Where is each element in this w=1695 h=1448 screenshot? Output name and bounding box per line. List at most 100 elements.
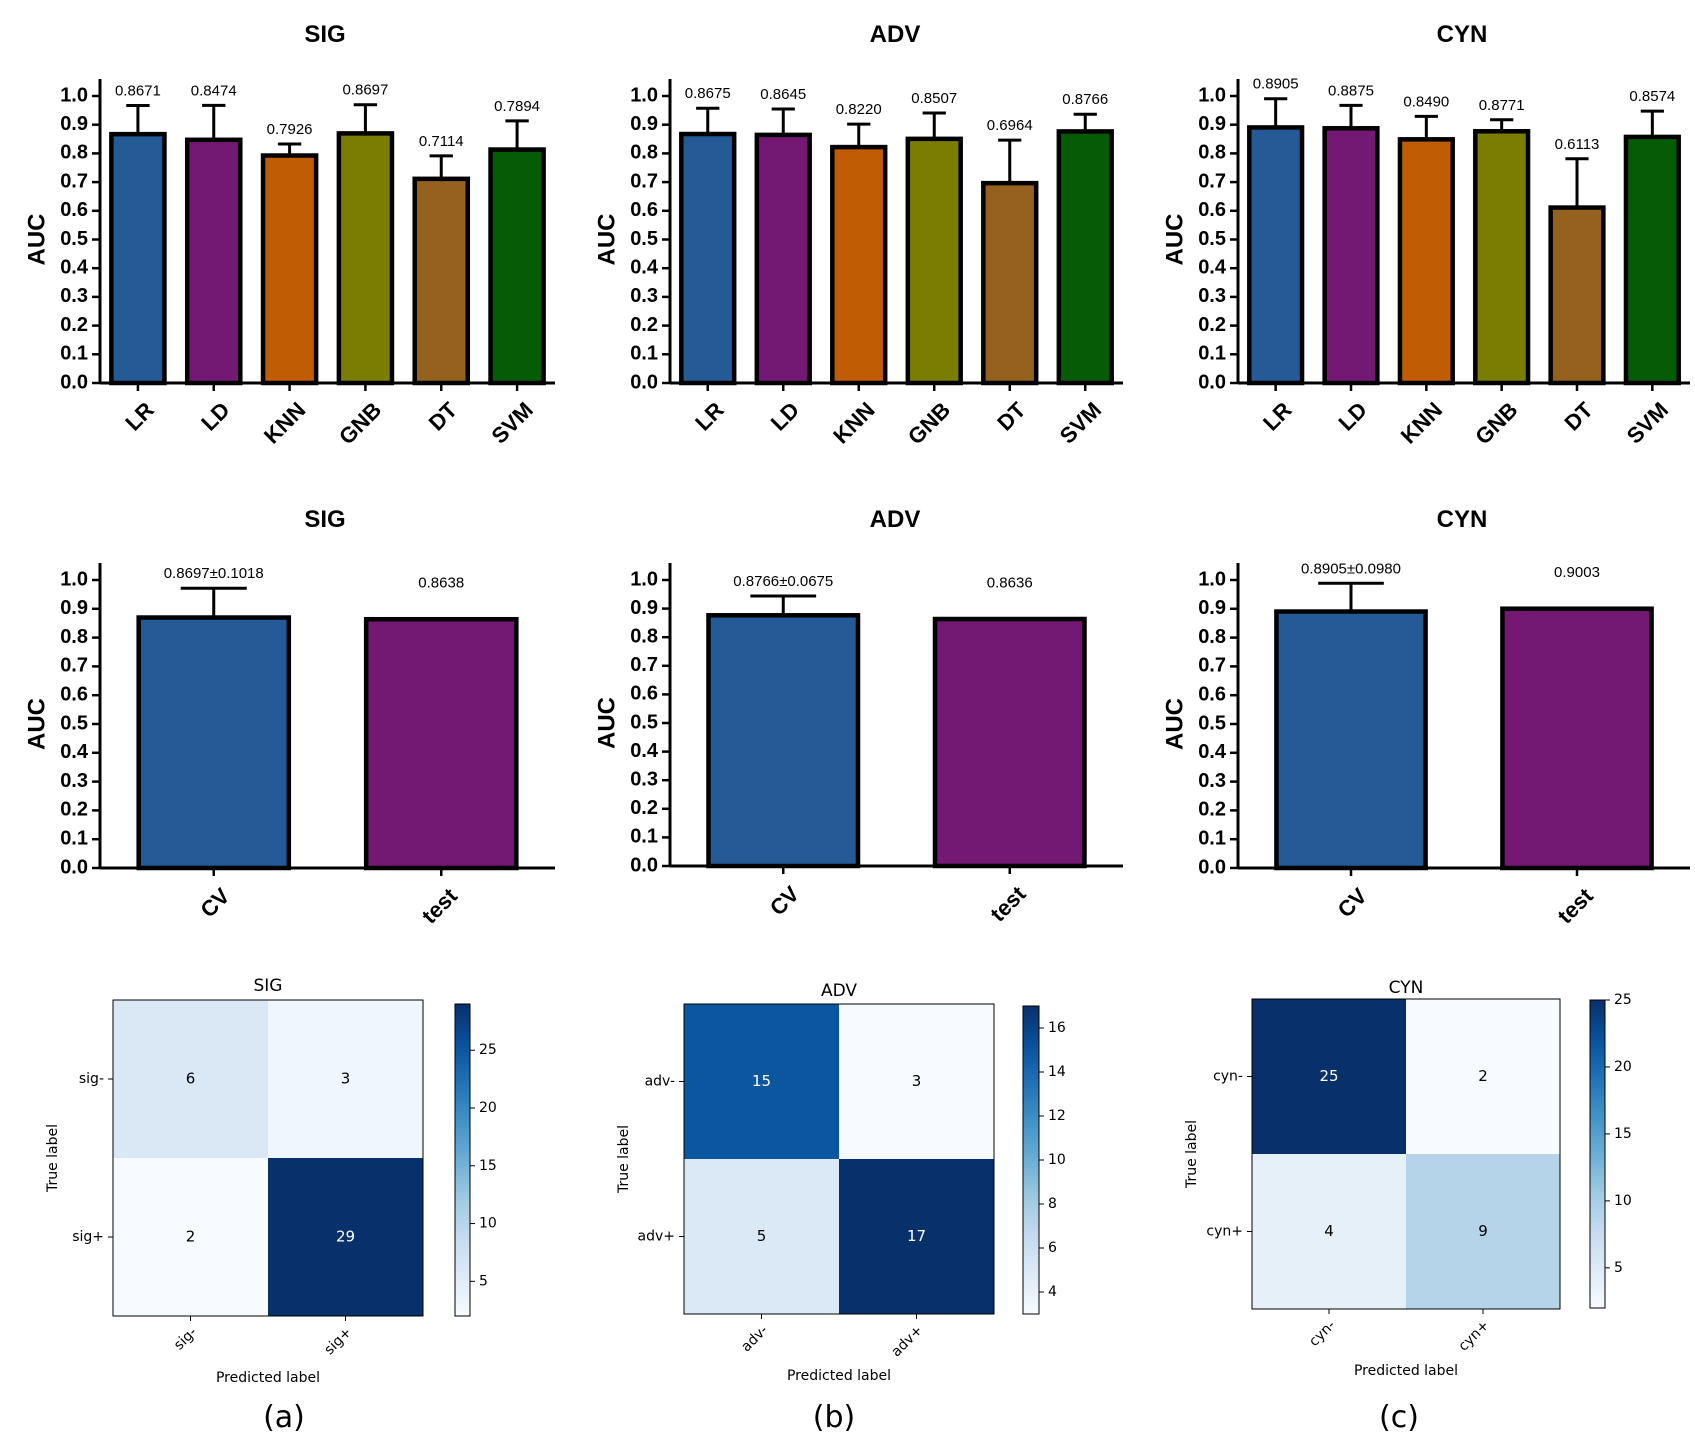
y-tick-label: 1.0 — [1198, 84, 1226, 106]
y-tick-label: 0.9 — [60, 597, 88, 619]
y-tick-label: 0.7 — [1198, 655, 1226, 677]
x-axis-label: Predicted label — [216, 1370, 320, 1386]
y-tick-label: 0.6 — [60, 199, 88, 221]
x-tick-label-KNN: KNN — [828, 397, 879, 448]
y-tick-label: 0.5 — [60, 712, 88, 734]
y-tick-label: 0.0 — [60, 856, 88, 878]
colorbar — [454, 1003, 471, 1317]
y-tick-label: 0.9 — [1198, 113, 1226, 135]
y-axis-label: AUC — [23, 214, 50, 266]
matrix-cell — [1406, 999, 1560, 1154]
bar-LR — [109, 131, 167, 386]
matrix-cell-value: 29 — [336, 1228, 355, 1246]
bar-KNN — [830, 144, 888, 386]
y-tick-label: 1.0 — [60, 568, 88, 590]
bar-chart-cvtest-cyn: CYN AUC 0.0 0.1 0.2 0.3 0.4 0.5 0.6 0.7 0.8 0.9 1.0 0… — [1161, 506, 1690, 929]
row-tick-label: adv+ — [638, 1229, 675, 1245]
chart-title: CYN — [1437, 21, 1488, 48]
matrix-cell-value: 17 — [907, 1227, 926, 1245]
y-tick-label: 0.0 — [1198, 371, 1226, 393]
x-tick-label-CV: CV — [1333, 883, 1373, 923]
data-label-DT: 0.7114 — [419, 133, 464, 150]
x-tick-label-SVM: SVM — [1055, 397, 1106, 448]
matrix-cell — [1406, 1154, 1560, 1309]
x-tick-label-KNN: KNN — [1396, 397, 1447, 448]
y-tick-label: 0.3 — [1198, 770, 1226, 792]
y-tick-label: 0.3 — [60, 770, 88, 792]
x-tick-label-SVM: SVM — [487, 397, 538, 448]
data-label-LR: 0.8671 — [115, 82, 161, 99]
colorbar — [1022, 1005, 1040, 1315]
colorbar-tick-label: 15 — [479, 1158, 497, 1174]
y-tick-label: 1.0 — [1198, 568, 1226, 590]
x-tick-label-test: test — [1553, 883, 1599, 929]
x-tick-label-CV: CV — [195, 883, 235, 923]
matrix-frame — [112, 999, 424, 1317]
x-tick-label-GNB: GNB — [1470, 397, 1522, 449]
bar-SVM — [1623, 134, 1681, 386]
y-tick-label: 0.4 — [630, 740, 659, 762]
y-tick-label: 0.4 — [1198, 741, 1227, 763]
bar-KNN — [1397, 137, 1455, 386]
col-tick-label: adv- — [738, 1322, 771, 1355]
y-tick-label: 0.2 — [60, 799, 88, 821]
y-tick-label: 0.3 — [60, 285, 88, 307]
col-tick-label: cyn- — [1306, 1317, 1338, 1349]
data-label-DT: 0.6964 — [987, 117, 1033, 134]
data-label-CV: 0.8766±0.0675 — [733, 573, 833, 590]
y-axis-label: True label — [616, 1125, 632, 1194]
data-label-SVM: 0.7894 — [494, 98, 540, 115]
x-tick-label-DT: DT — [424, 397, 463, 436]
y-tick-label: 0.6 — [630, 683, 658, 705]
data-label-KNN: 0.8490 — [1403, 93, 1449, 110]
y-tick-label: 0.6 — [1198, 199, 1226, 221]
y-tick-label: 0.0 — [60, 371, 88, 393]
y-tick-label: 0.0 — [630, 371, 658, 393]
colorbar-tick-label: 6 — [1048, 1240, 1057, 1256]
y-axis-label: True label — [45, 1124, 61, 1193]
colorbar-tick-label: 20 — [479, 1100, 497, 1116]
y-tick-label: 0.3 — [1198, 285, 1226, 307]
bar-LR — [679, 131, 737, 386]
y-tick-label: 0.2 — [60, 314, 88, 336]
y-tick-label: 0.7 — [630, 170, 658, 192]
matrix-cell — [839, 1159, 994, 1314]
bar-KNN — [260, 153, 319, 386]
data-label-KNN: 0.8220 — [836, 101, 882, 118]
chart-title: ADV — [870, 506, 921, 533]
colorbar-tick-label: 25 — [1614, 992, 1632, 1008]
x-tick-label-test: test — [985, 881, 1031, 927]
col-tick-label: sig+ — [321, 1324, 355, 1358]
bar-SVM — [488, 147, 546, 386]
row-tick-label: adv- — [645, 1074, 675, 1090]
colorbar-tick-label: 16 — [1048, 1020, 1066, 1036]
y-tick-label: 0.2 — [630, 314, 658, 336]
bar-GNB — [1473, 129, 1531, 386]
x-tick-label-CV: CV — [765, 881, 805, 921]
y-tick-label: 0.8 — [1198, 626, 1226, 648]
y-tick-label: 0.3 — [630, 285, 658, 307]
y-tick-label: 0.2 — [1198, 799, 1226, 821]
x-tick-label-LR: LR — [690, 397, 728, 435]
matrix-cell-value: 15 — [752, 1072, 771, 1090]
y-tick-label: 1.0 — [60, 84, 88, 106]
y-tick-label: 0.2 — [1198, 314, 1226, 336]
y-tick-label: 0.4 — [630, 256, 659, 278]
colorbar — [1589, 999, 1606, 1309]
data-label-CV: 0.8697±0.1018 — [164, 565, 264, 582]
data-label-LD: 0.8474 — [191, 82, 237, 99]
y-tick-label: 0.4 — [1198, 256, 1227, 278]
col-tick-label: adv+ — [888, 1322, 926, 1360]
row-tick-label: cyn- — [1213, 1069, 1243, 1085]
colorbar-tick-label: 4 — [1048, 1284, 1057, 1300]
y-tick-label: 0.5 — [630, 228, 658, 250]
y-tick-label: 0.1 — [1198, 343, 1226, 365]
matrix-title: SIG — [254, 976, 283, 996]
data-label-GNB: 0.8507 — [911, 90, 957, 107]
bar-LD — [1322, 126, 1380, 386]
chart-title: CYN — [1437, 506, 1488, 533]
y-tick-label: 0.0 — [630, 854, 658, 876]
y-tick-label: 0.7 — [60, 655, 88, 677]
colorbar-tick-label: 10 — [479, 1216, 497, 1232]
